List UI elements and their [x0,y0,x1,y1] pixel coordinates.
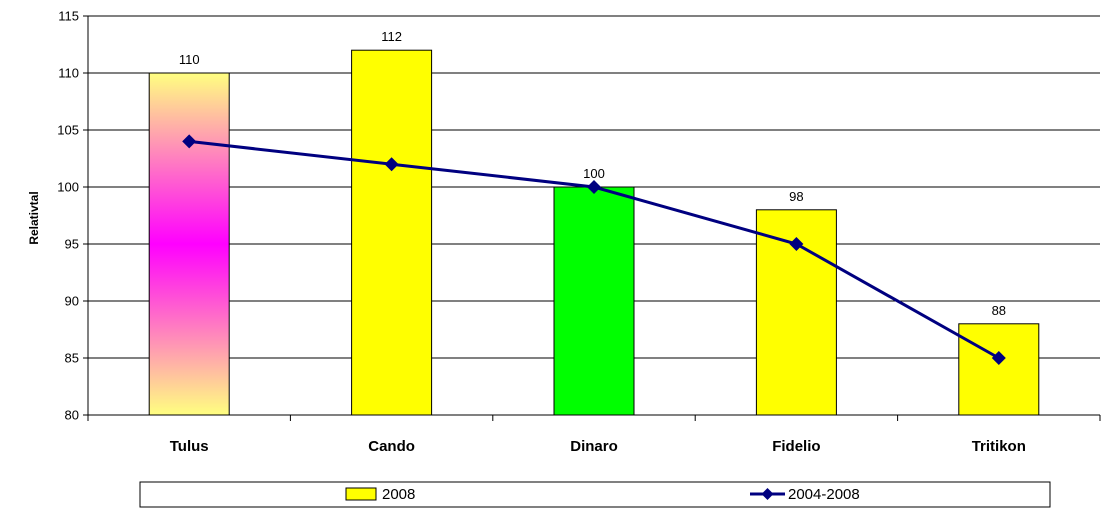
y-tick-label: 110 [58,66,79,81]
y-tick-label: 85 [65,351,79,366]
axes [83,15,1101,421]
legend-box [139,481,1051,508]
y-tick-label: 105 [57,123,79,138]
legend-swatch-marker [761,488,774,500]
data-label: 100 [583,166,605,181]
line-marker [789,237,804,251]
line-marker [587,180,601,194]
y-tick-label: 90 [65,294,79,309]
line-marker [991,351,1006,365]
data-label: 110 [179,52,200,67]
bars [148,49,1040,416]
y-axis-title: Relativtal [27,191,41,244]
bar [148,72,230,416]
data-label: 112 [381,29,402,44]
bar [553,186,635,416]
category-label: Tritikon [972,438,1026,455]
data-label: 98 [789,189,803,204]
y-tick-label: 115 [58,9,79,24]
bar [958,323,1040,416]
legend-label-bar: 2008 [382,486,415,503]
category-label: Fidelio [772,438,820,455]
y-tick-label: 80 [65,408,79,423]
category-label: Dinaro [570,438,618,455]
line-marker [182,134,197,149]
labels: 80 85 90 95 100 105 110 115 110 112 100 98 88 Tulus Ca… [57,9,1026,456]
line-marker [384,157,399,172]
legend: 2008 2004-2008 [139,481,1051,508]
y-tick-label: 100 [57,180,79,195]
category-label: Tulus [170,438,209,455]
bar [351,49,433,416]
line-series [182,134,1006,365]
legend-label-line: 2004-2008 [788,486,860,503]
category-label: Cando [368,438,415,455]
y-tick-label: 95 [65,237,79,252]
legend-swatch-bar [345,487,377,501]
data-label: 88 [992,303,1006,318]
